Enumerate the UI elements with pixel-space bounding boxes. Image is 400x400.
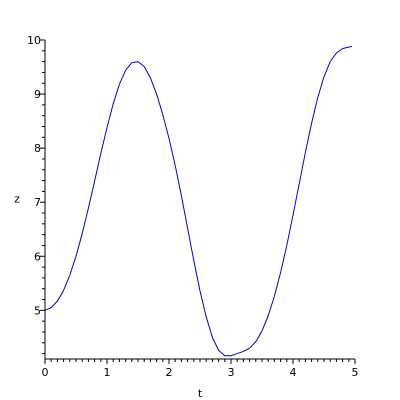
series-line bbox=[44, 45, 352, 357]
y-tick-label: 5 bbox=[34, 304, 41, 317]
x-tick-label: 2 bbox=[166, 366, 173, 379]
x-tick-label: 1 bbox=[104, 366, 111, 379]
axes bbox=[40, 39, 356, 364]
y-tick-label: 7 bbox=[34, 196, 41, 209]
x-tick-label: 4 bbox=[290, 366, 297, 379]
x-tick-label: 0 bbox=[42, 366, 49, 379]
labels-group: 0 1 2 3 4 5 5 6 7 8 9 10 t z bbox=[14, 34, 358, 400]
y-tick-label: 6 bbox=[34, 250, 41, 263]
y-axis-label: z bbox=[14, 193, 20, 206]
y-tick-label: 10 bbox=[27, 34, 41, 47]
series-group bbox=[44, 45, 352, 357]
y-tick-label: 8 bbox=[34, 142, 41, 155]
y-tick-label: 9 bbox=[34, 88, 41, 101]
x-tick-label: 5 bbox=[352, 366, 359, 379]
x-axis-label: t bbox=[198, 387, 203, 400]
x-tick-label: 3 bbox=[228, 366, 235, 379]
